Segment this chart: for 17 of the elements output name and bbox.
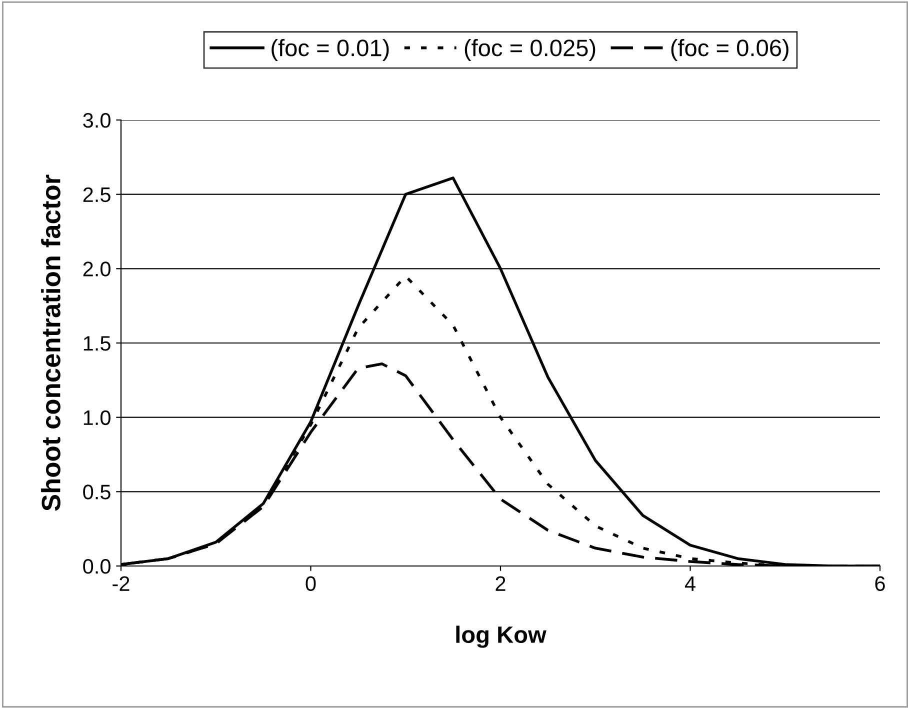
y-tick-label: 3.0 [83, 113, 110, 128]
y-axis-title: Shoot concentration factor [41, 174, 60, 511]
x-tick-label: 0 [306, 576, 316, 592]
x-tick-label: 6 [875, 576, 885, 592]
x-tick-label: -2 [112, 576, 130, 591]
legend-label: (foc = 0.01) [272, 38, 389, 61]
legend-label: (foc = 0.06) [671, 38, 788, 61]
y-tick-label: 0.5 [83, 484, 110, 500]
y-tick-label: 1.5 [84, 336, 110, 351]
x-tick-label: 2 [496, 576, 506, 591]
y-tick-label: 2.0 [83, 262, 110, 276]
legend-label: (foc = 0.025) [464, 38, 596, 61]
y-tick-label: 0.0 [83, 559, 110, 574]
x-tick-label: 4 [684, 576, 696, 591]
y-tick-label: 2.5 [83, 187, 110, 202]
x-axis-title: log Kow [456, 626, 546, 648]
y-tick-label: 1.0 [84, 410, 110, 426]
